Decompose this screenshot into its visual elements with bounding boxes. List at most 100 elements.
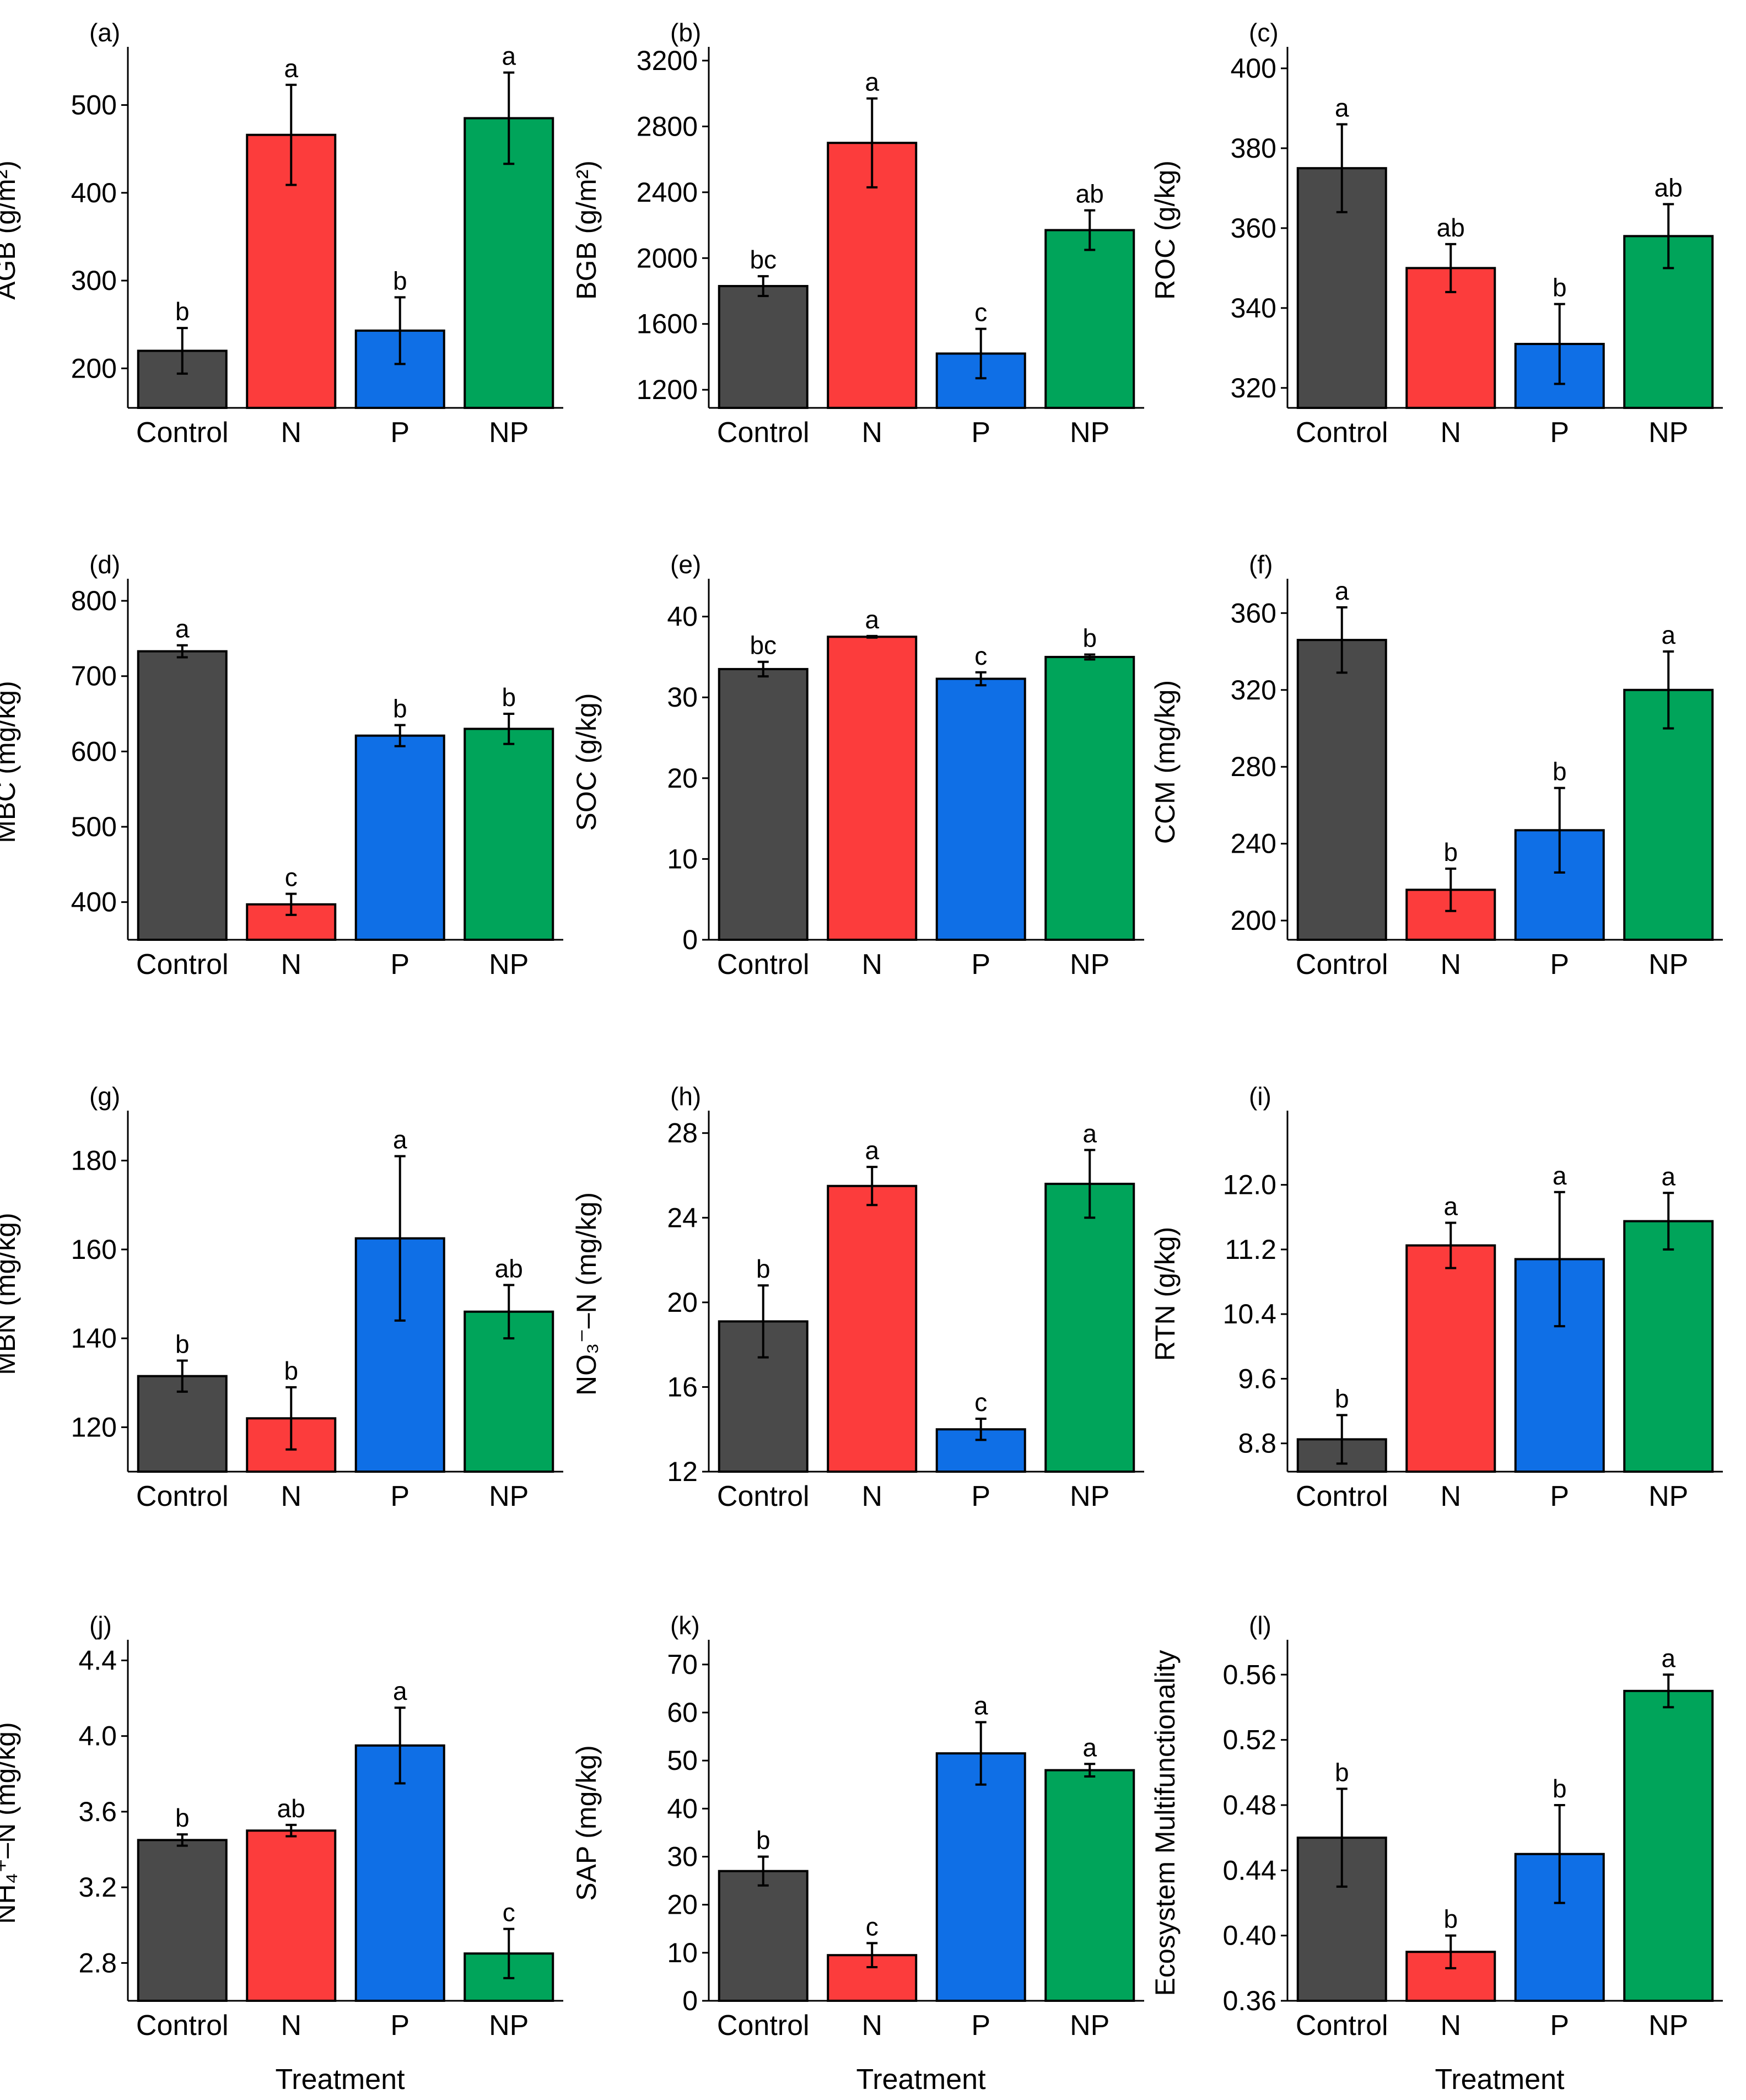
- x-tick-label: N: [1440, 2010, 1461, 2042]
- y-tick-label: 0.40: [1223, 1920, 1276, 1951]
- error-bar: [1554, 1803, 1565, 1904]
- panel-k: (k) SAP (mg/kg) b Control c Na Pa NP 0 10 20 30 40 50…: [571, 1611, 1144, 2096]
- y-axis-title: AGB (g/m²): [0, 160, 21, 300]
- x-tick-label: N: [861, 417, 882, 449]
- y-tick-label: 30: [667, 682, 698, 713]
- y-axis-title: CCM (mg/kg): [1150, 680, 1181, 844]
- x-tick-label: P: [971, 949, 990, 981]
- bar-np: [464, 728, 554, 941]
- error-bar: [1084, 1763, 1096, 1778]
- x-tick-label: P: [390, 949, 409, 981]
- bar-control: [137, 650, 228, 941]
- y-tick-label: 400: [71, 177, 117, 208]
- significance-letter: ab: [1076, 180, 1104, 208]
- significance-letter: a: [1661, 621, 1675, 649]
- y-tick-label: 200: [1231, 905, 1276, 936]
- error-bar: [503, 713, 515, 745]
- panel-label: (e): [670, 550, 701, 579]
- error-bar: [1336, 1787, 1348, 1888]
- y-axis-title: NO₃⁻–N (mg/kg): [571, 1192, 602, 1396]
- significance-letter: b: [1553, 1774, 1567, 1803]
- x-tick-label: NP: [1648, 417, 1688, 449]
- bar-np: [1623, 1689, 1714, 2002]
- error-bar: [1445, 243, 1457, 293]
- x-tick-label: P: [971, 2010, 990, 2042]
- error-bar: [866, 1942, 878, 1968]
- y-tick-label: 2800: [637, 111, 698, 142]
- x-tick-label: NP: [1648, 1480, 1688, 1512]
- y-tick-label: 20: [667, 1287, 698, 1318]
- significance-letter: a: [974, 1691, 988, 1720]
- significance-letter: a: [865, 68, 879, 96]
- significance-letter: c: [974, 642, 987, 670]
- panel-h: (h) NO₃⁻–N (mg/kg) b Control a Nc Pa NP 12 16 20 24…: [571, 1082, 1144, 1512]
- bar-np: [1044, 1769, 1135, 2002]
- error-bar: [176, 1359, 188, 1393]
- panel-b: (b) BGB (g/m²) bc Control a Nc Pab NP 1200 1600 20…: [571, 18, 1144, 449]
- significance-letter: a: [502, 42, 516, 71]
- y-tick-label: 4.4: [78, 1645, 117, 1676]
- y-axis-title: NH₄⁺–N (mg/kg): [0, 1722, 21, 1924]
- x-tick-label: NP: [1070, 417, 1109, 449]
- y-tick-label: 0: [682, 924, 698, 955]
- panel-l: (l) Ecosystem Multifunctionality b Control b…: [1150, 1611, 1723, 2096]
- y-tick-label: 320: [1231, 373, 1276, 403]
- y-tick-label: 200: [71, 353, 117, 384]
- error-bar: [503, 71, 515, 165]
- significance-letter: b: [175, 1803, 190, 1832]
- x-tick-label: Control: [717, 949, 810, 981]
- error-bar: [1554, 303, 1565, 385]
- significance-letter: a: [1553, 1161, 1567, 1190]
- x-tick-label: N: [1440, 949, 1461, 981]
- x-tick-label: P: [390, 1480, 409, 1512]
- bar-np: [1044, 1182, 1135, 1473]
- significance-letter: ab: [277, 1794, 305, 1823]
- bar-control: [718, 1870, 809, 2002]
- significance-letter: b: [1335, 1384, 1349, 1413]
- y-tick-label: 280: [1231, 751, 1276, 782]
- y-tick-label: 240: [1231, 828, 1276, 859]
- significance-letter: a: [865, 1136, 879, 1165]
- error-bar: [285, 1386, 297, 1451]
- significance-letter: a: [865, 605, 879, 634]
- error-bar: [503, 1284, 515, 1340]
- y-tick-label: 28: [667, 1118, 698, 1149]
- y-tick-label: 4.0: [78, 1721, 117, 1752]
- y-tick-label: 340: [1231, 293, 1276, 324]
- significance-letter: a: [1082, 1119, 1097, 1148]
- y-tick-label: 11.2: [1225, 1234, 1276, 1265]
- significance-letter: c: [503, 1898, 515, 1927]
- y-tick-label: 1200: [637, 374, 698, 405]
- bar-np: [1044, 229, 1135, 409]
- x-tick-label: N: [1440, 417, 1461, 449]
- error-bar: [1663, 1673, 1674, 1709]
- error-bar: [1663, 203, 1674, 270]
- x-tick-label: N: [281, 2010, 301, 2042]
- panel-j: (j) NH₄⁺–N (mg/kg) b Control ab Na Pc NP 2.8 3.2 3…: [0, 1611, 563, 2096]
- x-tick-label: Control: [1296, 2010, 1388, 2042]
- error-bar: [394, 296, 406, 365]
- bar-control: [1296, 639, 1387, 941]
- y-axis-title: RTN (g/kg): [1150, 1227, 1181, 1361]
- y-tick-label: 24: [667, 1202, 698, 1233]
- error-bar: [176, 1833, 188, 1847]
- significance-letter: b: [1443, 838, 1458, 866]
- y-tick-label: 360: [1231, 597, 1276, 628]
- bar-control: [718, 667, 809, 941]
- panel-label: (k): [670, 1611, 700, 1640]
- significance-letter: a: [1335, 577, 1349, 605]
- significance-letter: b: [756, 1254, 770, 1283]
- bar-n: [246, 1829, 337, 2002]
- x-tick-label: Control: [136, 949, 229, 981]
- y-axis-title: SOC (g/kg): [571, 693, 602, 831]
- y-tick-label: 2000: [637, 243, 698, 273]
- x-axis-title: Treatment: [1435, 2064, 1565, 2096]
- x-axis-title: Treatment: [275, 2064, 405, 2096]
- error-bar: [503, 1927, 515, 1979]
- x-tick-label: P: [1550, 949, 1569, 981]
- significance-letter: a: [1443, 1192, 1458, 1221]
- significance-letter: a: [393, 1126, 407, 1154]
- error-bar: [1084, 653, 1096, 661]
- y-tick-label: 20: [667, 763, 698, 794]
